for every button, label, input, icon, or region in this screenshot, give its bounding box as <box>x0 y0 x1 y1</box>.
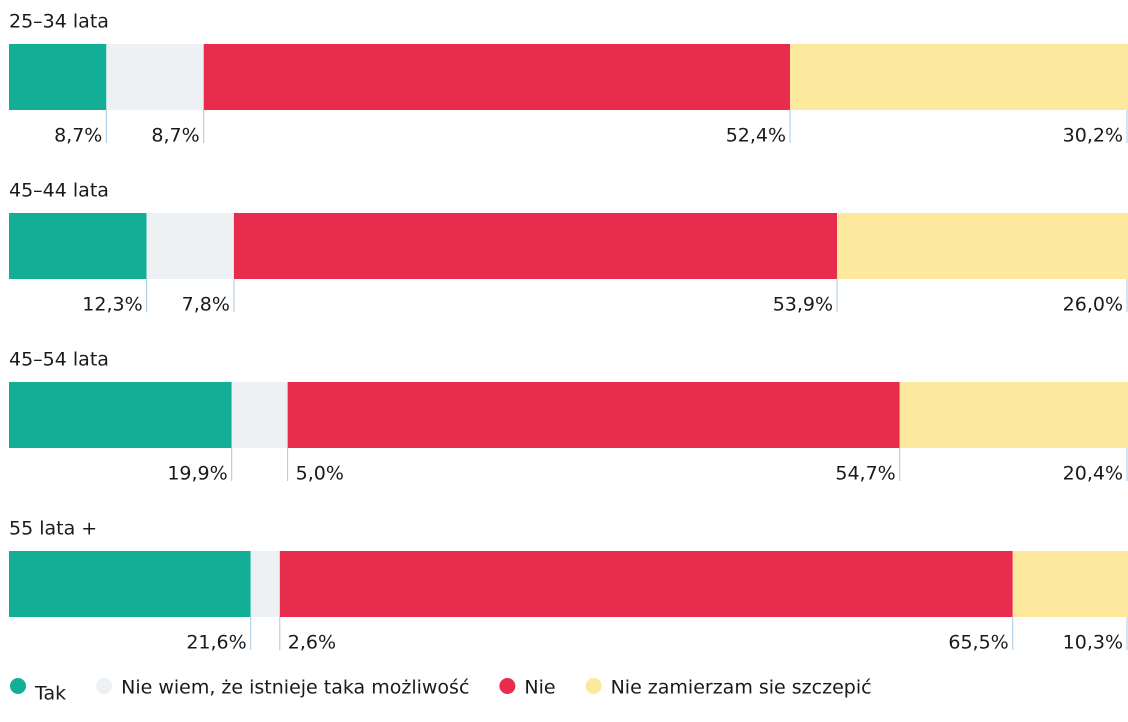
value-label: 53,9% <box>773 294 833 316</box>
legend-swatch <box>585 678 602 694</box>
bar-segment <box>146 213 234 279</box>
value-label: 21,6% <box>186 632 246 654</box>
value-label: 12,3% <box>82 294 142 316</box>
bar-segment <box>9 44 107 110</box>
bar-segment <box>250 551 280 617</box>
legend-label: Nie <box>524 677 555 699</box>
bar-segment <box>9 213 147 279</box>
legend-label: Tak <box>34 683 66 705</box>
bar-segment <box>9 382 232 448</box>
value-label: 54,7% <box>835 463 895 485</box>
bar-segment <box>106 44 204 110</box>
value-label: 5,0% <box>296 463 344 485</box>
row-label: 55 lata + <box>9 518 97 540</box>
value-label: 20,4% <box>1063 463 1123 485</box>
value-label: 10,3% <box>1063 632 1123 654</box>
value-label: 2,6% <box>288 632 336 654</box>
value-label: 30,2% <box>1063 125 1123 147</box>
bar-segment <box>899 382 1128 448</box>
row-label: 45–44 lata <box>9 180 109 202</box>
bar-segment <box>231 382 288 448</box>
value-label: 26,0% <box>1063 294 1123 316</box>
row-label: 45–54 lata <box>9 349 109 371</box>
value-label: 65,5% <box>948 632 1008 654</box>
bar-segment <box>233 213 838 279</box>
value-label: 8,7% <box>151 125 199 147</box>
bar-segment <box>287 382 900 448</box>
value-label: 8,7% <box>54 125 102 147</box>
legend-swatch <box>96 678 113 694</box>
bar-segment <box>279 551 1013 617</box>
legend-swatch <box>499 678 516 694</box>
legend-label: Nie zamierzam sie szczepić <box>611 677 872 699</box>
value-label: 7,8% <box>182 294 230 316</box>
value-label: 19,9% <box>167 463 227 485</box>
bar-segment <box>9 551 251 617</box>
row-label: 25–34 lata <box>9 11 109 33</box>
legend-swatch <box>10 678 26 694</box>
value-label: 52,4% <box>726 125 786 147</box>
bar-segment <box>203 44 791 110</box>
bar-segment <box>1012 551 1128 617</box>
bar-segment <box>790 44 1128 110</box>
legend-label: Nie wiem, że istnieje taka możliwość <box>121 677 469 699</box>
bar-segment <box>837 213 1128 279</box>
